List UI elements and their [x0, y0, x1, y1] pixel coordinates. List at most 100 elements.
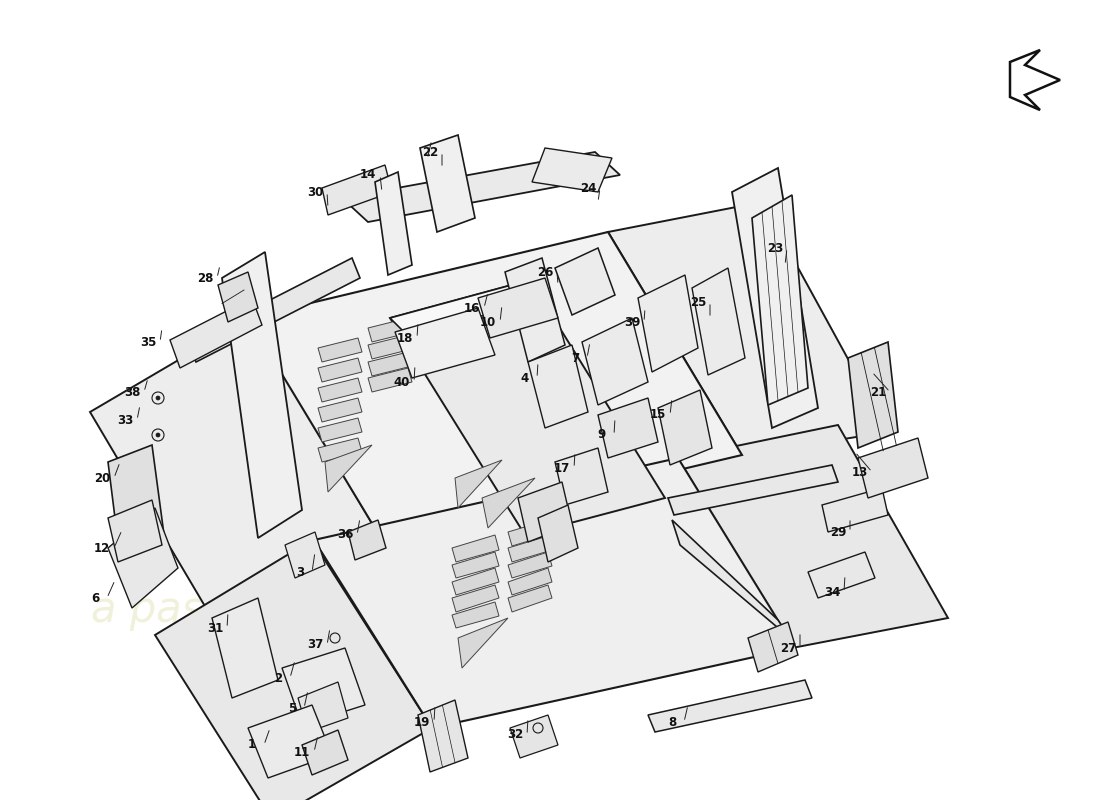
Circle shape	[156, 396, 160, 400]
Polygon shape	[848, 342, 898, 448]
Text: 38: 38	[124, 386, 140, 398]
Polygon shape	[458, 618, 508, 668]
Text: 27: 27	[780, 642, 796, 654]
Polygon shape	[155, 540, 432, 800]
Polygon shape	[638, 275, 698, 372]
Polygon shape	[90, 318, 382, 635]
Polygon shape	[212, 598, 278, 698]
Polygon shape	[318, 438, 362, 462]
Text: 8: 8	[668, 715, 676, 729]
Polygon shape	[342, 152, 620, 222]
Text: 12: 12	[94, 542, 110, 554]
Text: 22: 22	[422, 146, 438, 158]
Polygon shape	[285, 532, 324, 578]
Polygon shape	[455, 460, 502, 508]
Polygon shape	[692, 268, 745, 375]
Polygon shape	[822, 488, 888, 532]
Polygon shape	[452, 568, 499, 595]
Polygon shape	[108, 500, 162, 562]
Polygon shape	[248, 705, 332, 778]
Text: 23: 23	[767, 242, 783, 254]
Text: 9: 9	[598, 429, 606, 442]
Polygon shape	[508, 585, 552, 612]
Polygon shape	[748, 622, 797, 672]
Text: 13: 13	[851, 466, 868, 478]
Text: 39: 39	[624, 315, 640, 329]
Polygon shape	[188, 258, 360, 362]
Polygon shape	[508, 520, 552, 546]
Polygon shape	[418, 700, 468, 772]
Polygon shape	[452, 552, 499, 578]
Text: 33: 33	[117, 414, 133, 426]
Polygon shape	[482, 478, 535, 528]
Polygon shape	[395, 308, 495, 378]
Polygon shape	[658, 390, 712, 465]
Polygon shape	[368, 352, 412, 376]
Text: 4: 4	[521, 371, 529, 385]
Polygon shape	[678, 425, 948, 648]
Polygon shape	[478, 278, 558, 338]
Polygon shape	[505, 258, 565, 362]
Polygon shape	[508, 536, 552, 562]
Polygon shape	[390, 280, 666, 535]
Polygon shape	[248, 232, 742, 540]
Polygon shape	[732, 168, 818, 428]
Text: 16: 16	[464, 302, 481, 314]
Polygon shape	[322, 165, 392, 215]
Polygon shape	[302, 730, 348, 775]
Polygon shape	[314, 458, 795, 728]
Text: 17: 17	[554, 462, 570, 474]
Polygon shape	[582, 318, 648, 405]
Polygon shape	[318, 378, 362, 402]
Text: 28: 28	[197, 271, 213, 285]
Polygon shape	[528, 345, 588, 428]
Polygon shape	[648, 680, 812, 732]
Text: 32: 32	[507, 729, 524, 742]
Text: 37: 37	[307, 638, 323, 651]
Polygon shape	[508, 568, 552, 595]
Text: 25: 25	[690, 295, 706, 309]
Polygon shape	[318, 358, 362, 382]
Polygon shape	[368, 368, 412, 392]
Text: 14: 14	[360, 169, 376, 182]
Text: 40: 40	[394, 375, 410, 389]
Text: 30: 30	[307, 186, 323, 198]
Polygon shape	[452, 535, 499, 562]
Polygon shape	[222, 252, 302, 538]
Text: 1: 1	[248, 738, 256, 751]
Text: 26: 26	[537, 266, 553, 278]
Polygon shape	[218, 272, 258, 322]
Text: 18: 18	[397, 331, 414, 345]
Polygon shape	[1010, 50, 1060, 110]
Text: 11: 11	[294, 746, 310, 758]
Polygon shape	[510, 715, 558, 758]
Text: 24: 24	[580, 182, 596, 194]
Polygon shape	[368, 318, 412, 342]
Polygon shape	[318, 338, 362, 362]
Polygon shape	[598, 398, 658, 458]
Polygon shape	[318, 398, 362, 422]
Polygon shape	[108, 445, 165, 558]
Polygon shape	[282, 648, 365, 725]
Polygon shape	[556, 448, 608, 505]
Polygon shape	[608, 202, 888, 455]
Polygon shape	[318, 418, 362, 442]
Text: 20: 20	[94, 471, 110, 485]
Polygon shape	[672, 520, 790, 638]
Polygon shape	[324, 445, 372, 492]
Polygon shape	[348, 520, 386, 560]
Polygon shape	[508, 552, 552, 578]
Polygon shape	[556, 248, 615, 315]
Text: 35: 35	[140, 335, 156, 349]
Polygon shape	[452, 602, 499, 628]
Text: 5: 5	[288, 702, 296, 714]
Polygon shape	[518, 482, 572, 542]
Polygon shape	[452, 585, 499, 612]
Text: 34: 34	[824, 586, 840, 598]
Text: 10: 10	[480, 315, 496, 329]
Text: 31: 31	[207, 622, 223, 634]
Polygon shape	[752, 195, 808, 405]
Text: 21: 21	[870, 386, 887, 398]
Polygon shape	[170, 298, 262, 368]
Polygon shape	[538, 505, 578, 562]
